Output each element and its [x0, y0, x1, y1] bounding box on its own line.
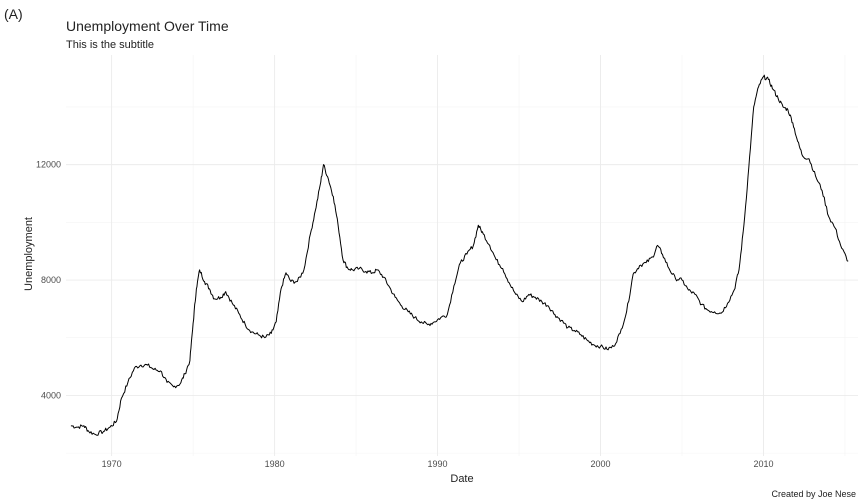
- y-axis-title: Unemployment: [23, 217, 35, 291]
- x-tick-label: 2000: [591, 459, 611, 469]
- x-axis-ticks: 1970 1980 1990 2000 2010: [102, 459, 774, 469]
- chart-title: Unemployment Over Time: [66, 18, 229, 34]
- series-group: [70, 74, 849, 436]
- x-tick-label: 1980: [265, 459, 285, 469]
- chart-subtitle: This is the subtitle: [66, 39, 154, 51]
- panel-tag: (A): [4, 6, 23, 22]
- y-tick-label: 12000: [36, 160, 61, 170]
- series-line: [70, 74, 849, 436]
- y-axis-ticks: 4000 8000 12000: [36, 160, 61, 401]
- y-tick-label: 8000: [41, 275, 61, 285]
- x-tick-label: 1990: [428, 459, 448, 469]
- x-tick-label: 2010: [753, 459, 773, 469]
- grid-lines: [66, 55, 858, 456]
- y-tick-label: 4000: [41, 390, 61, 400]
- x-axis-title: Date: [450, 473, 473, 485]
- chart-caption: Created by Joe Nese: [771, 489, 856, 499]
- x-tick-label: 1970: [102, 459, 122, 469]
